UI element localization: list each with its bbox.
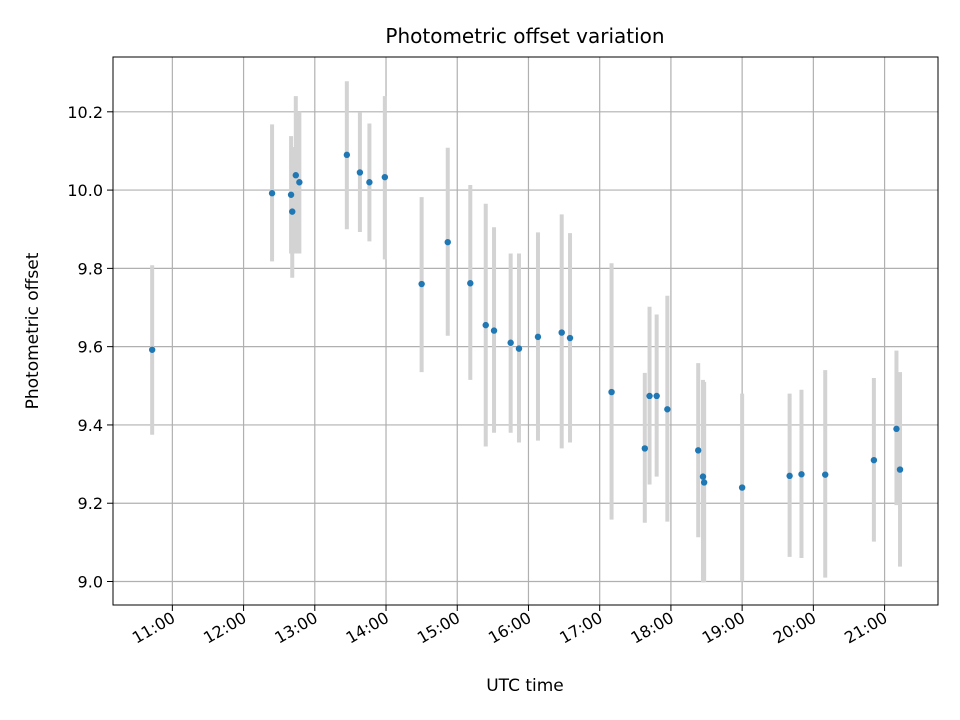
data-point [653, 392, 660, 400]
data-point [490, 327, 498, 334]
data-point [664, 406, 671, 413]
data-point [148, 346, 156, 353]
data-point [822, 471, 829, 478]
y-tick-label: 10.0 [67, 181, 103, 200]
data-point [482, 321, 489, 329]
data-point [558, 329, 565, 336]
plot-frame [112, 56, 939, 606]
data-point [418, 280, 425, 288]
data-point [786, 472, 793, 480]
y-tick-label: 9.2 [78, 494, 103, 513]
y-axis-label: Photometric offset [23, 252, 43, 409]
data-point [507, 339, 514, 346]
data-point [870, 456, 878, 464]
data-point [444, 238, 451, 246]
data-point [641, 445, 648, 452]
data-point [467, 280, 474, 287]
data-point [695, 447, 702, 454]
data-point [287, 191, 295, 198]
data-points [148, 151, 904, 491]
data-point [700, 479, 708, 486]
data-point [534, 333, 542, 341]
x-axis-label: UTC time [486, 676, 564, 696]
chart-title: Photometric offset variation [385, 24, 664, 48]
data-point [289, 208, 296, 215]
y-tick-label: 9.0 [78, 573, 103, 592]
data-point [343, 151, 351, 159]
y-tick-label: 9.8 [78, 259, 103, 278]
data-point [292, 172, 300, 179]
data-point [356, 169, 364, 176]
data-point [515, 345, 523, 352]
data-point [566, 334, 574, 342]
data-point [896, 466, 904, 473]
data-point [699, 473, 707, 480]
data-point [268, 190, 276, 197]
y-tick-label: 10.2 [67, 103, 103, 122]
y-tick-label: 9.6 [78, 338, 103, 357]
data-point [296, 179, 303, 186]
data-point [381, 173, 389, 181]
data-point [646, 392, 653, 400]
y-tick-label: 9.4 [78, 416, 103, 435]
data-point [798, 471, 805, 478]
data-point [893, 425, 900, 433]
data-point [738, 484, 746, 491]
data-point [608, 388, 615, 396]
data-point [366, 179, 373, 186]
